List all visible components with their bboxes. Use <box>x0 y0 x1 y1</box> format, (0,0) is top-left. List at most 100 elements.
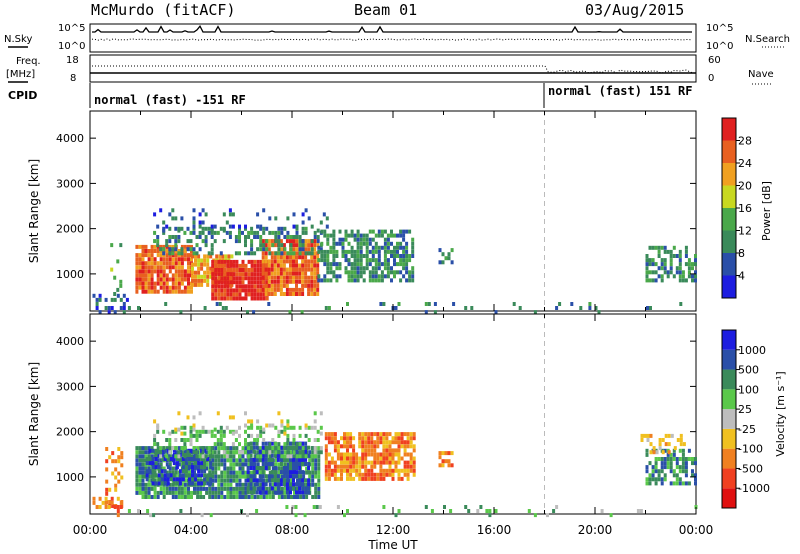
range-cell <box>122 310 126 315</box>
range-cell <box>135 285 139 290</box>
range-cell <box>285 470 289 475</box>
range-cell <box>159 454 163 459</box>
range-cell <box>264 466 268 470</box>
range-cell <box>364 440 368 445</box>
range-cell <box>171 495 175 499</box>
range-cell <box>210 446 214 451</box>
range-cell <box>280 454 284 459</box>
range-cell <box>162 454 166 459</box>
range-cell <box>95 505 99 509</box>
range-cell <box>190 244 193 249</box>
range-cell <box>226 272 230 277</box>
range-cell <box>370 436 374 441</box>
range-cell <box>194 262 197 267</box>
range-cell <box>273 466 277 470</box>
range-cell <box>402 274 406 279</box>
range-cell <box>316 271 320 276</box>
range-cell <box>292 292 295 296</box>
range-cell <box>648 270 652 275</box>
range-cell <box>292 247 295 252</box>
range-cell <box>694 457 697 461</box>
range-cell <box>370 468 374 473</box>
range-cell <box>268 423 272 428</box>
range-cell <box>327 452 331 457</box>
range-cell <box>174 226 178 231</box>
range-cell <box>657 266 661 271</box>
range-cell <box>165 249 169 253</box>
range-cell <box>645 270 649 275</box>
range-cell <box>267 490 271 495</box>
colorbar-swatch <box>722 468 736 489</box>
range-cell <box>238 466 242 471</box>
range-cell <box>274 235 278 239</box>
colorbar-tick-label: 100 <box>738 383 759 396</box>
range-cell <box>256 212 260 217</box>
power-colorbar-label: Power [dB] <box>760 181 773 241</box>
range-cell <box>138 281 142 286</box>
range-cell <box>282 263 286 268</box>
range-cell <box>374 274 378 279</box>
range-cell <box>359 237 363 242</box>
range-cell <box>234 450 238 455</box>
range-cell <box>156 446 160 451</box>
range-cell <box>146 509 150 513</box>
range-cell <box>273 453 277 458</box>
range-cell <box>409 460 413 465</box>
range-cell <box>247 235 251 239</box>
freq-panel: Freq. [MHz] 18 8 60 0 Nave <box>6 54 774 85</box>
range-cell <box>274 425 278 430</box>
range-cell <box>244 438 247 442</box>
range-cell <box>678 465 682 470</box>
freq-tick-bottom: 8 <box>70 73 76 84</box>
range-cell <box>307 247 311 252</box>
range-cell <box>183 425 187 430</box>
range-cell <box>295 474 298 479</box>
range-cell <box>171 429 175 434</box>
range-cell <box>310 259 314 264</box>
range-cell <box>358 436 362 441</box>
range-cell <box>253 276 257 281</box>
range-cell <box>262 429 266 434</box>
range-cell <box>274 442 278 447</box>
range-cell <box>292 486 295 491</box>
range-cell <box>225 230 229 235</box>
range-cell <box>270 478 274 483</box>
range-cell <box>382 472 386 477</box>
range-cell <box>298 425 302 430</box>
range-cell <box>104 505 108 509</box>
range-cell <box>180 438 184 442</box>
range-cell <box>186 247 190 252</box>
range-cell <box>332 245 336 250</box>
range-cell <box>223 259 227 264</box>
range-cell <box>694 274 697 279</box>
range-cell <box>283 247 287 252</box>
range-cell <box>229 288 233 293</box>
range-cell <box>200 513 204 518</box>
range-cell <box>220 292 224 297</box>
range-cell <box>183 285 187 290</box>
range-cell <box>691 266 694 271</box>
range-cell <box>271 438 275 442</box>
range-cell <box>141 249 145 253</box>
range-cell <box>361 456 365 461</box>
range-cell <box>352 444 356 449</box>
range-cell <box>145 477 149 482</box>
range-cell <box>201 230 205 235</box>
range-cell <box>153 249 157 253</box>
range-cell <box>238 470 242 475</box>
range-cell <box>117 471 121 476</box>
range-cell <box>397 436 401 441</box>
range-cell <box>298 470 302 475</box>
range-cell <box>144 261 148 266</box>
range-cell <box>349 432 353 437</box>
range-cell <box>256 288 260 293</box>
range-cell <box>301 212 305 217</box>
range-cell <box>276 263 280 268</box>
range-cell <box>280 429 284 434</box>
range-cell <box>214 458 218 463</box>
range-cell <box>276 283 280 288</box>
range-cell <box>373 456 377 461</box>
range-cell <box>285 486 289 491</box>
range-cell <box>250 470 254 475</box>
range-cell <box>141 285 145 290</box>
